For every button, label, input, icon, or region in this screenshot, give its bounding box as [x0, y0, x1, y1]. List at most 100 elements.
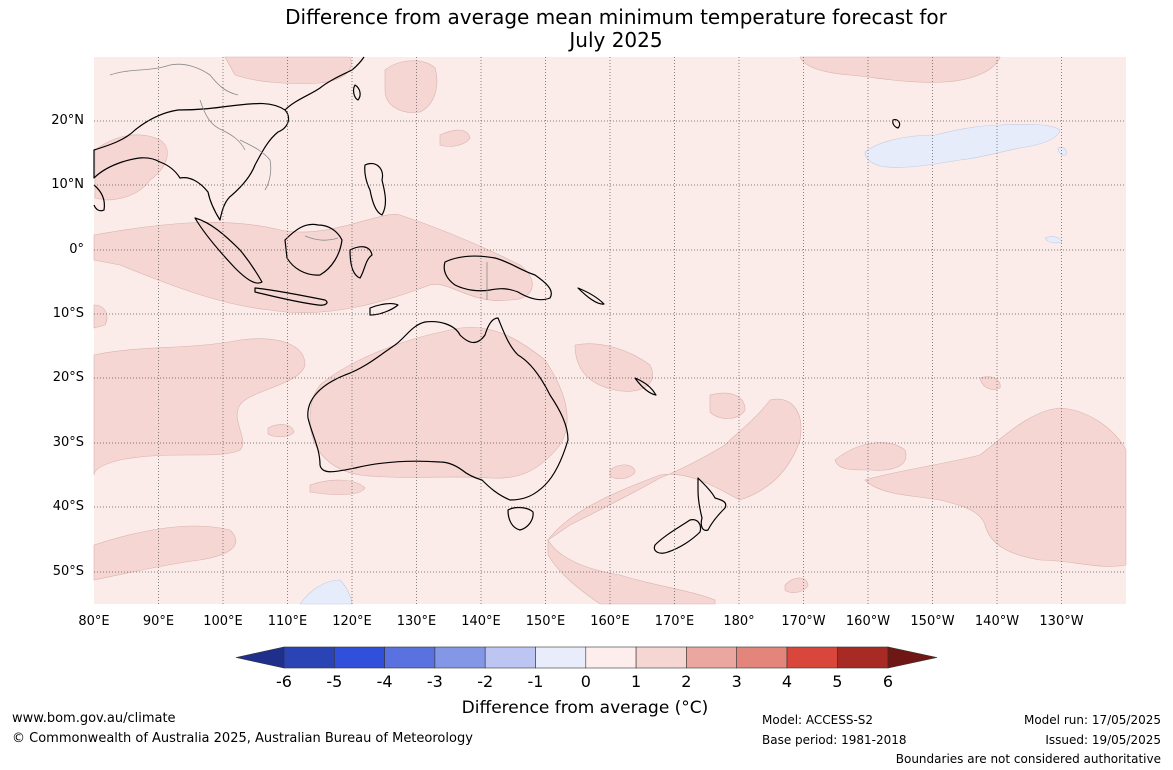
lat-label: 40°S — [52, 499, 84, 514]
lon-label: 160°W — [845, 614, 891, 629]
lon-label: 130°W — [1039, 614, 1084, 629]
cool-anomaly-regions — [299, 123, 1067, 605]
colorbar-swatch — [434, 646, 486, 669]
anomaly-region — [93, 338, 306, 476]
graticule-meridians — [158, 57, 1062, 604]
lon-label: 140°W — [974, 614, 1020, 629]
colorbar-swatch — [635, 646, 687, 669]
website-link[interactable]: www.bom.gov.au/climate — [12, 711, 176, 726]
model-name: Model: ACCESS-S2 — [762, 713, 874, 727]
colorbar-tick-label: 3 — [731, 672, 742, 691]
lon-label: 110°E — [267, 614, 308, 629]
colorbar-tick-label: 0 — [580, 672, 591, 691]
anomaly-region — [299, 579, 353, 605]
colorbar-swatch — [686, 646, 738, 669]
colorbar-swatch — [836, 646, 889, 669]
colorbar — [235, 646, 938, 669]
anomaly-region — [1057, 146, 1067, 156]
java-coastline — [254, 287, 328, 306]
chart-title-line2: July 2025 — [569, 28, 663, 52]
colorbar-swatch — [535, 646, 587, 669]
lon-label: 160°E — [590, 614, 630, 629]
colorbar-swatch — [384, 646, 436, 669]
taiwan-coastline — [352, 84, 361, 101]
colorbar-tick-label: -4 — [376, 672, 393, 691]
anomaly-region — [979, 376, 1001, 390]
model-run-date: Model run: 17/05/2025 — [1023, 713, 1161, 727]
australia-coastline — [307, 317, 569, 501]
warm-anomaly-regions — [93, 56, 1127, 605]
solomons-coastline — [577, 287, 605, 305]
lon-label: 120°E — [332, 614, 372, 629]
philippines-coastline — [364, 162, 387, 216]
lat-label: 0° — [69, 242, 84, 257]
issued-date: Issued: 19/05/2025 — [1045, 733, 1161, 747]
anomaly-region — [93, 214, 533, 313]
copyright-notice: © Commonwealth of Australia 2025, Austra… — [12, 731, 473, 746]
border-line — [304, 235, 339, 241]
sumatra-coastline — [194, 217, 263, 284]
colorbar-tick-label: 2 — [681, 672, 692, 691]
boundaries-disclaimer: Boundaries are not considered authoritat… — [895, 752, 1161, 766]
lat-label: 30°S — [52, 435, 84, 450]
anomaly-region — [224, 56, 352, 84]
colorbar-label: Difference from average (°C) — [461, 698, 709, 718]
borneo-coastline — [284, 223, 343, 276]
lat-label: 10°S — [52, 306, 84, 321]
lon-label: 130°E — [396, 614, 437, 629]
anomaly-region — [864, 123, 1061, 168]
new-zealand-north-coastline — [697, 477, 727, 531]
lat-label: 50°S — [52, 564, 84, 579]
lat-label: 20°N — [51, 113, 84, 128]
hawaii-coastline — [892, 119, 901, 129]
lon-label: 140°E — [461, 614, 501, 629]
anomaly-region — [609, 464, 636, 479]
colorbar-tick-label: 5 — [832, 672, 843, 691]
colorbar-swatch — [786, 646, 838, 669]
colorbar-tick-label: -1 — [527, 672, 544, 691]
border-line — [239, 139, 272, 191]
lat-label: 20°S — [52, 370, 84, 385]
anomaly-region — [384, 60, 438, 113]
coastlines — [93, 56, 901, 554]
new-caledonia-coastline — [634, 377, 657, 396]
indian-coastline — [93, 184, 105, 212]
anomaly-region — [439, 129, 471, 147]
lon-label: 100°E — [203, 614, 243, 629]
chart-title-line1: Difference from average mean minimum tem… — [285, 5, 947, 29]
anomaly-region — [267, 424, 295, 438]
colorbar-tick-label: 6 — [882, 672, 894, 691]
anomaly-region — [799, 56, 1001, 83]
colorbar-tick-label: -6 — [276, 672, 292, 691]
colorbar-swatch — [736, 646, 788, 669]
colorbar-tick-label: -3 — [426, 672, 443, 691]
border-line — [199, 99, 246, 151]
anomaly-region — [709, 392, 746, 419]
anomaly-region — [784, 577, 809, 593]
base-period: Base period: 1981-2018 — [762, 733, 907, 747]
timor-coastline — [369, 302, 399, 316]
colorbar-swatch — [333, 646, 385, 669]
colorbar-tick-label: -2 — [477, 672, 494, 691]
anomaly-region — [93, 525, 237, 581]
colorbar-swatch — [484, 646, 536, 669]
colorbar-swatch — [283, 646, 335, 669]
anomaly-region — [547, 538, 716, 605]
lon-label: 90°E — [142, 614, 175, 629]
anomaly-region — [309, 479, 366, 495]
lon-label: 170°W — [781, 614, 826, 629]
colorbar-tick-label: -5 — [326, 672, 343, 691]
graticule-parallels — [94, 120, 1126, 573]
lon-label: 150°E — [525, 614, 566, 629]
colorbar-low-extension — [235, 646, 285, 669]
anomaly-region — [864, 407, 1127, 567]
lon-label: 80°E — [78, 614, 110, 629]
anomaly-region — [1044, 236, 1063, 244]
lon-label: 180° — [723, 614, 755, 629]
border-line — [109, 63, 239, 96]
lon-label: 170°E — [654, 614, 695, 629]
colorbar-tick-label: 4 — [781, 672, 793, 691]
lat-label: 10°N — [51, 177, 84, 192]
new-guinea-coastline — [443, 255, 552, 301]
